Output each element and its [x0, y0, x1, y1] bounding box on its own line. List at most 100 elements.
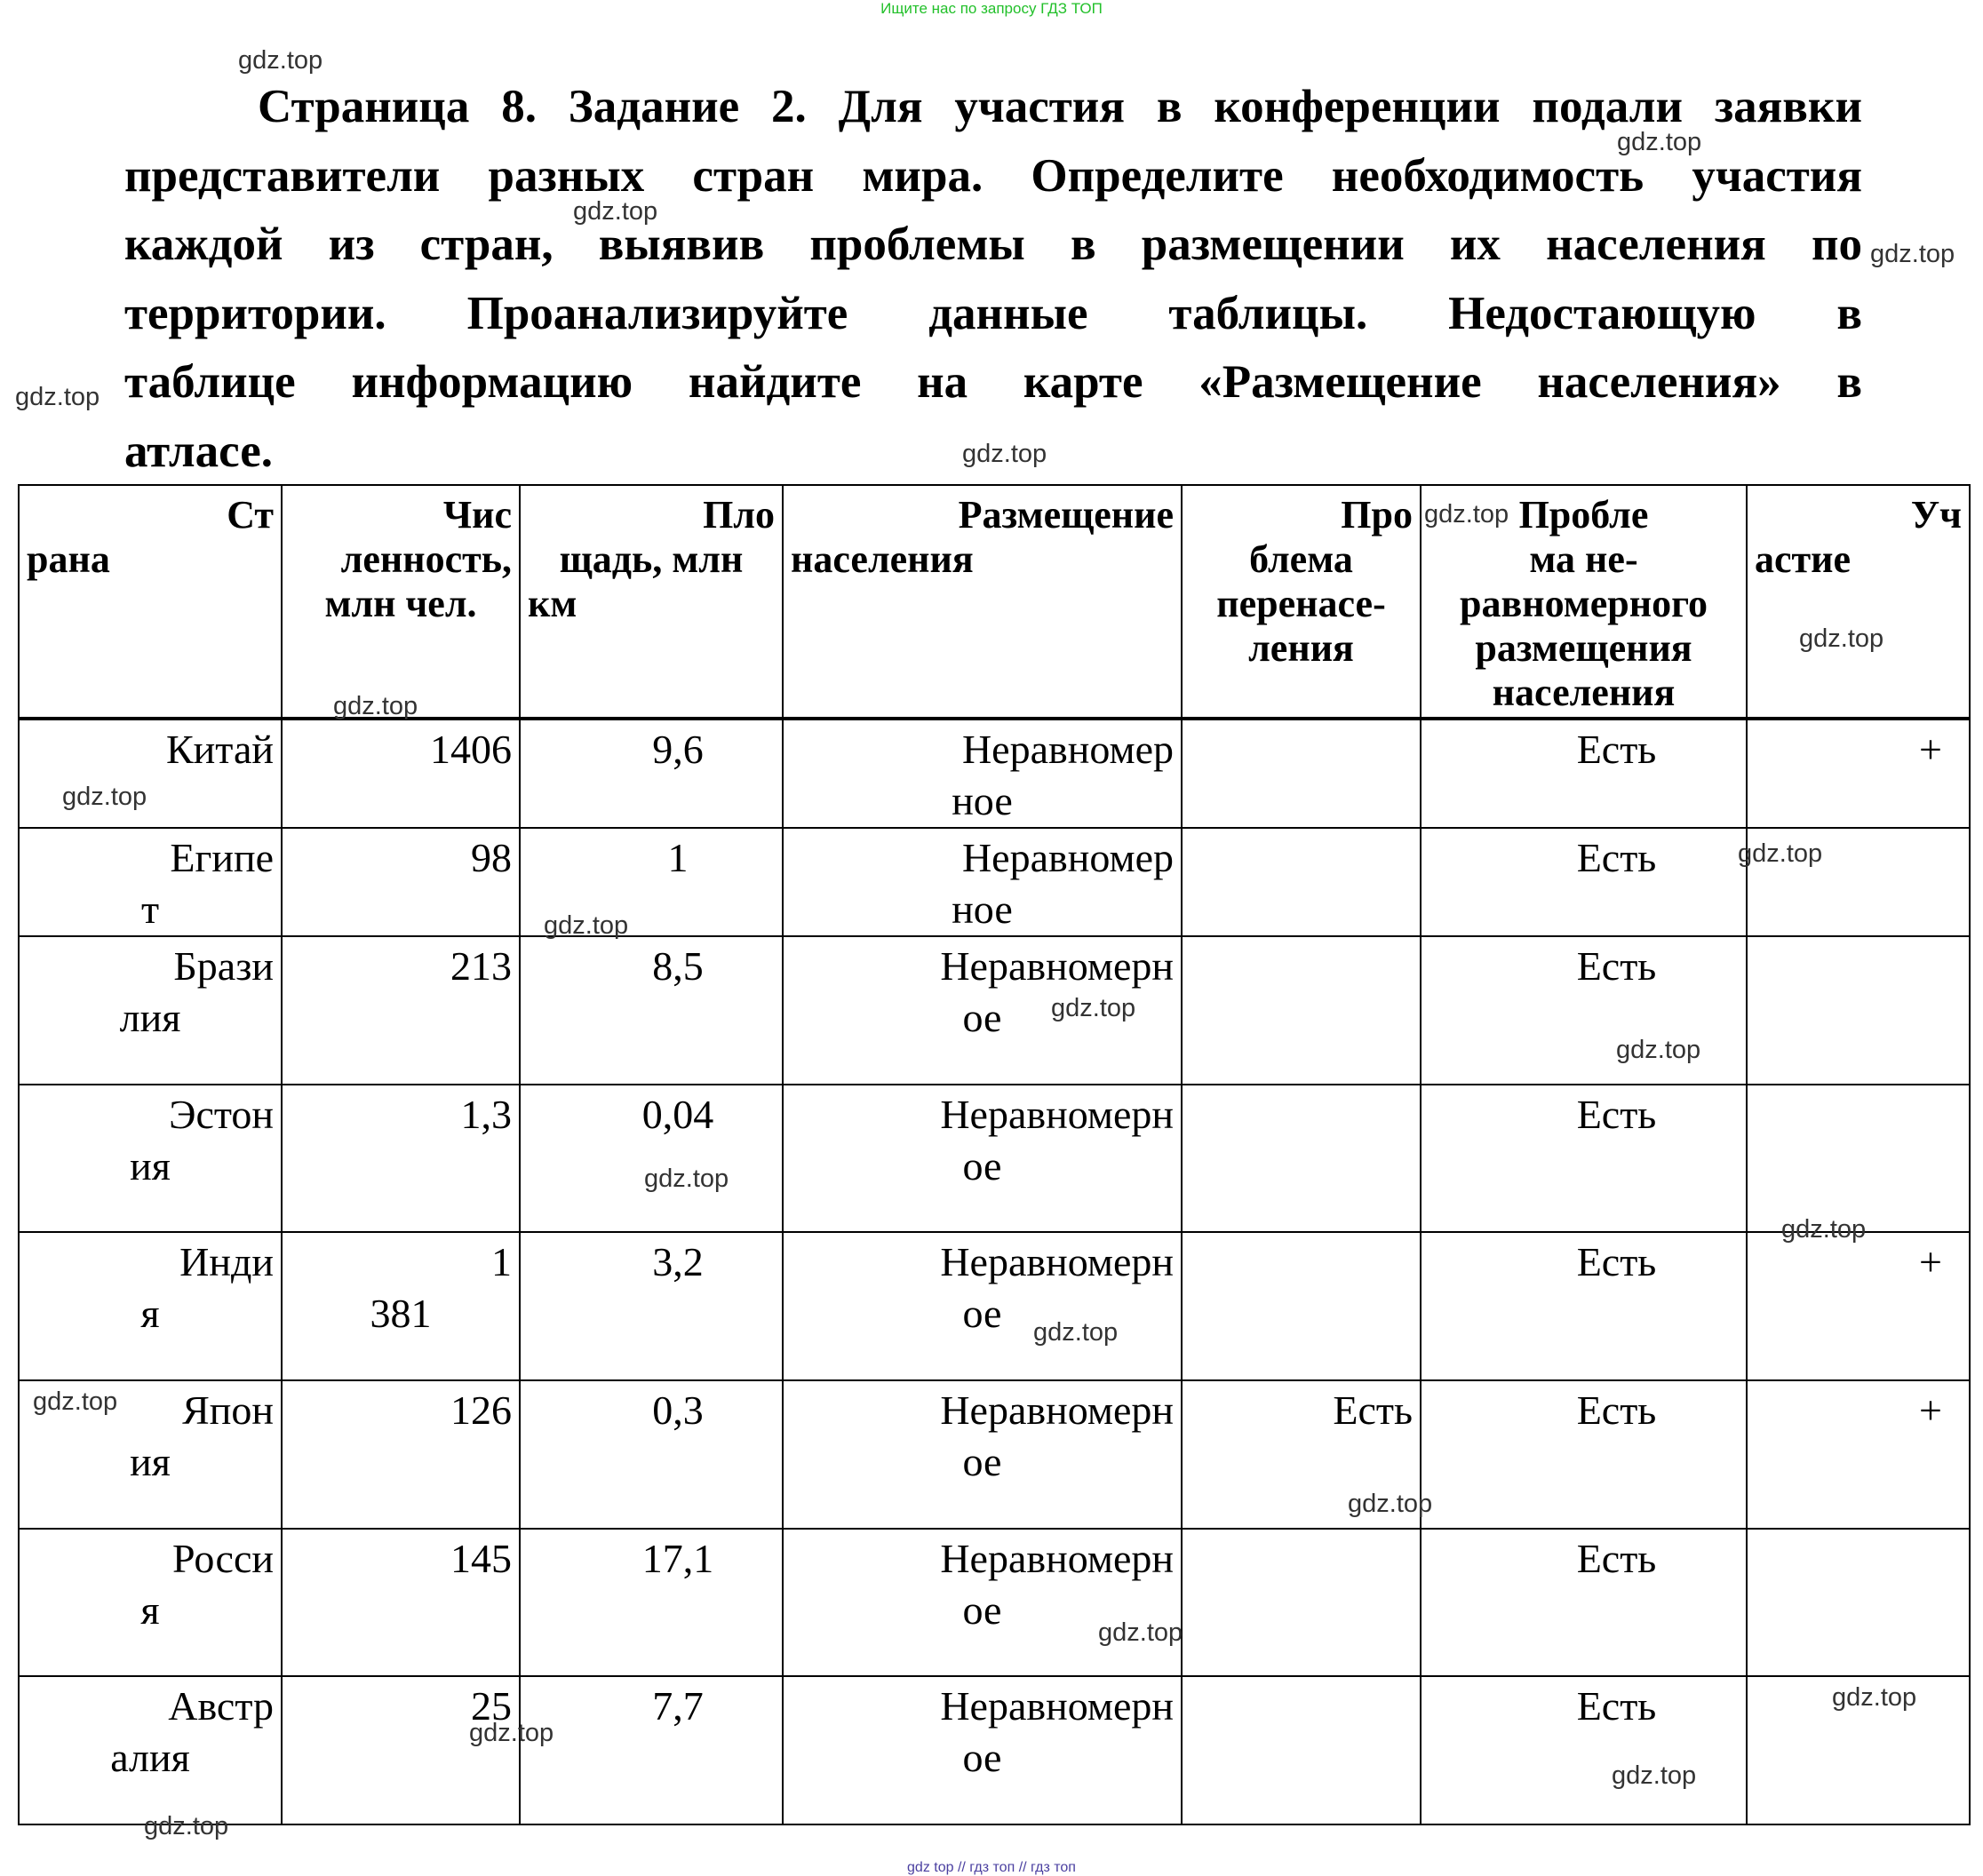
cell-line: т [140, 886, 160, 932]
column-header-line: Про [1341, 493, 1413, 537]
cell-line: я [140, 1587, 160, 1633]
column-header-line: рана [27, 537, 110, 581]
column-header-line: населения [1492, 671, 1676, 714]
table-row: Инди я 1 381 3,2 Неравномерн ое Есть + [18, 1231, 1971, 1381]
watermark: gdz.top [1832, 1683, 1917, 1712]
table-row: Китай 1406 9,6 Неравномер ное Есть + [18, 718, 1971, 829]
column-header: Про блема перенасе-ления [1181, 484, 1422, 720]
cell-line: Росси [171, 1536, 274, 1581]
watermark: gdz.top [573, 197, 658, 226]
cell-uneven: Есть [1420, 827, 1748, 937]
cell-distribution: Неравномерн ое [782, 1084, 1183, 1233]
watermark: gdz.top [1098, 1618, 1183, 1647]
cell-population: 126 [281, 1379, 521, 1530]
column-header-line: млн чел. [324, 582, 477, 625]
cell-line: Неравномерн [940, 943, 1174, 989]
cell-line: Инди [179, 1239, 274, 1284]
watermark: gdz.top [238, 46, 323, 75]
cell-population: 98 [281, 827, 521, 937]
cell-participation: + [1746, 1379, 1971, 1530]
column-header-line: астие [1755, 537, 1852, 581]
cell-population: 1406 [281, 718, 521, 829]
cell-area: 0,3 [519, 1379, 784, 1530]
cell-line: Неравномерн [940, 1239, 1174, 1284]
cell-line: ое [962, 1143, 1002, 1188]
cell-value: + [1919, 1239, 1942, 1284]
cell-uneven: Есть [1420, 1379, 1748, 1530]
cell-line: Неравномерн [940, 1683, 1174, 1729]
cell-distribution: Неравномерн ое [782, 1379, 1183, 1530]
cell-uneven: Есть [1420, 1231, 1748, 1381]
cell-line: Неравномерн [940, 1536, 1174, 1581]
table-row: Япон ия 126 0,3 Неравномерн ое Есть Есть + [18, 1379, 1971, 1530]
cell-area: 3,2 [519, 1231, 784, 1381]
table-header-row: Ст рана Чис ленность, млн чел. Пло щадь, млн км… [18, 484, 1971, 720]
cell-overpopulation [1181, 935, 1422, 1085]
cell-value: Есть [1576, 835, 1657, 880]
cell-line: алия [110, 1735, 190, 1780]
column-header: Уч астие [1746, 484, 1971, 720]
cell-country: Инди я [18, 1231, 283, 1381]
table-row: Эстон ия 1,3 0,04 Неравномерн ое Есть [18, 1084, 1971, 1233]
watermark: gdz.top [1616, 1036, 1701, 1064]
cell-line: Неравномер [961, 727, 1174, 772]
task-line: Страница 8. Задание 2. Для участия в кон… [258, 81, 1862, 132]
column-header-line: населения [791, 537, 974, 581]
cell-country: Росси я [18, 1528, 283, 1677]
watermark: gdz.top [333, 692, 418, 720]
cell-population: 213 [281, 935, 521, 1085]
watermark: gdz.top [1348, 1490, 1433, 1518]
cell-participation [1746, 1528, 1971, 1677]
cell-overpopulation [1181, 1675, 1422, 1825]
cell-line: Неравномер [961, 835, 1174, 880]
cell-overpopulation: Есть [1181, 1379, 1422, 1530]
column-header-line: щадь, млн [559, 537, 744, 581]
cell-value: + [1919, 1387, 1942, 1433]
task-line: представители разных стран мира. Определ… [124, 149, 1862, 202]
cell-line: 1 [491, 1239, 512, 1284]
watermark: gdz.top [1799, 624, 1884, 653]
cell-country: Брази лия [18, 935, 283, 1085]
column-header-line: блема [1249, 537, 1353, 581]
cell-uneven: Есть [1420, 1528, 1748, 1677]
cell-line: 3,2 [652, 1239, 704, 1284]
table-row: Брази лия 213 8,5 Неравномерн ое Есть [18, 935, 1971, 1085]
watermark: gdz.top [1424, 500, 1509, 529]
cell-population: 145 [281, 1528, 521, 1677]
cell-value: Есть [1576, 727, 1657, 772]
watermark: gdz.top [962, 440, 1047, 468]
cell-value: Есть [1576, 1239, 1657, 1284]
task-line: атласе. [124, 425, 274, 477]
cell-line: Неравномерн [940, 1387, 1174, 1433]
cell-line: Китай [166, 727, 274, 772]
cell-line: 17,1 [641, 1536, 714, 1581]
cell-line: Неравномерн [940, 1092, 1174, 1137]
cell-uneven: Есть [1420, 1675, 1748, 1825]
cell-value: Есть [1576, 1387, 1657, 1433]
cell-distribution: Неравномерн ое [782, 935, 1183, 1085]
column-header-line: Чис [442, 493, 512, 537]
column-header-line: Размещение [958, 493, 1174, 537]
cell-line: я [140, 1291, 160, 1336]
column-header: Пробле ма не-равномерного размещения населе… [1420, 484, 1748, 720]
cell-line: 0,3 [652, 1387, 704, 1433]
cell-value: Есть [1576, 943, 1657, 989]
watermark: gdz.top [1051, 994, 1136, 1022]
column-header-line: перенасе- [1216, 582, 1386, 625]
cell-line: Австр [168, 1683, 274, 1729]
cell-country: Египе т [18, 827, 283, 937]
cell-country: Эстон ия [18, 1084, 283, 1233]
watermark: gdz.top [144, 1812, 229, 1840]
watermark: gdz.top [33, 1387, 118, 1416]
cell-overpopulation [1181, 827, 1422, 937]
cell-area: 8,5 [519, 935, 784, 1085]
watermark: gdz.top [1612, 1761, 1697, 1790]
cell-population: 25 [281, 1675, 521, 1825]
cell-line: ое [962, 1439, 1002, 1484]
cell-participation [1746, 935, 1971, 1085]
table-row: Австр алия 25 7,7 Неравномерн ое Есть [18, 1675, 1971, 1825]
cell-line: ое [962, 995, 1002, 1040]
watermark: gdz.top [1738, 839, 1823, 868]
